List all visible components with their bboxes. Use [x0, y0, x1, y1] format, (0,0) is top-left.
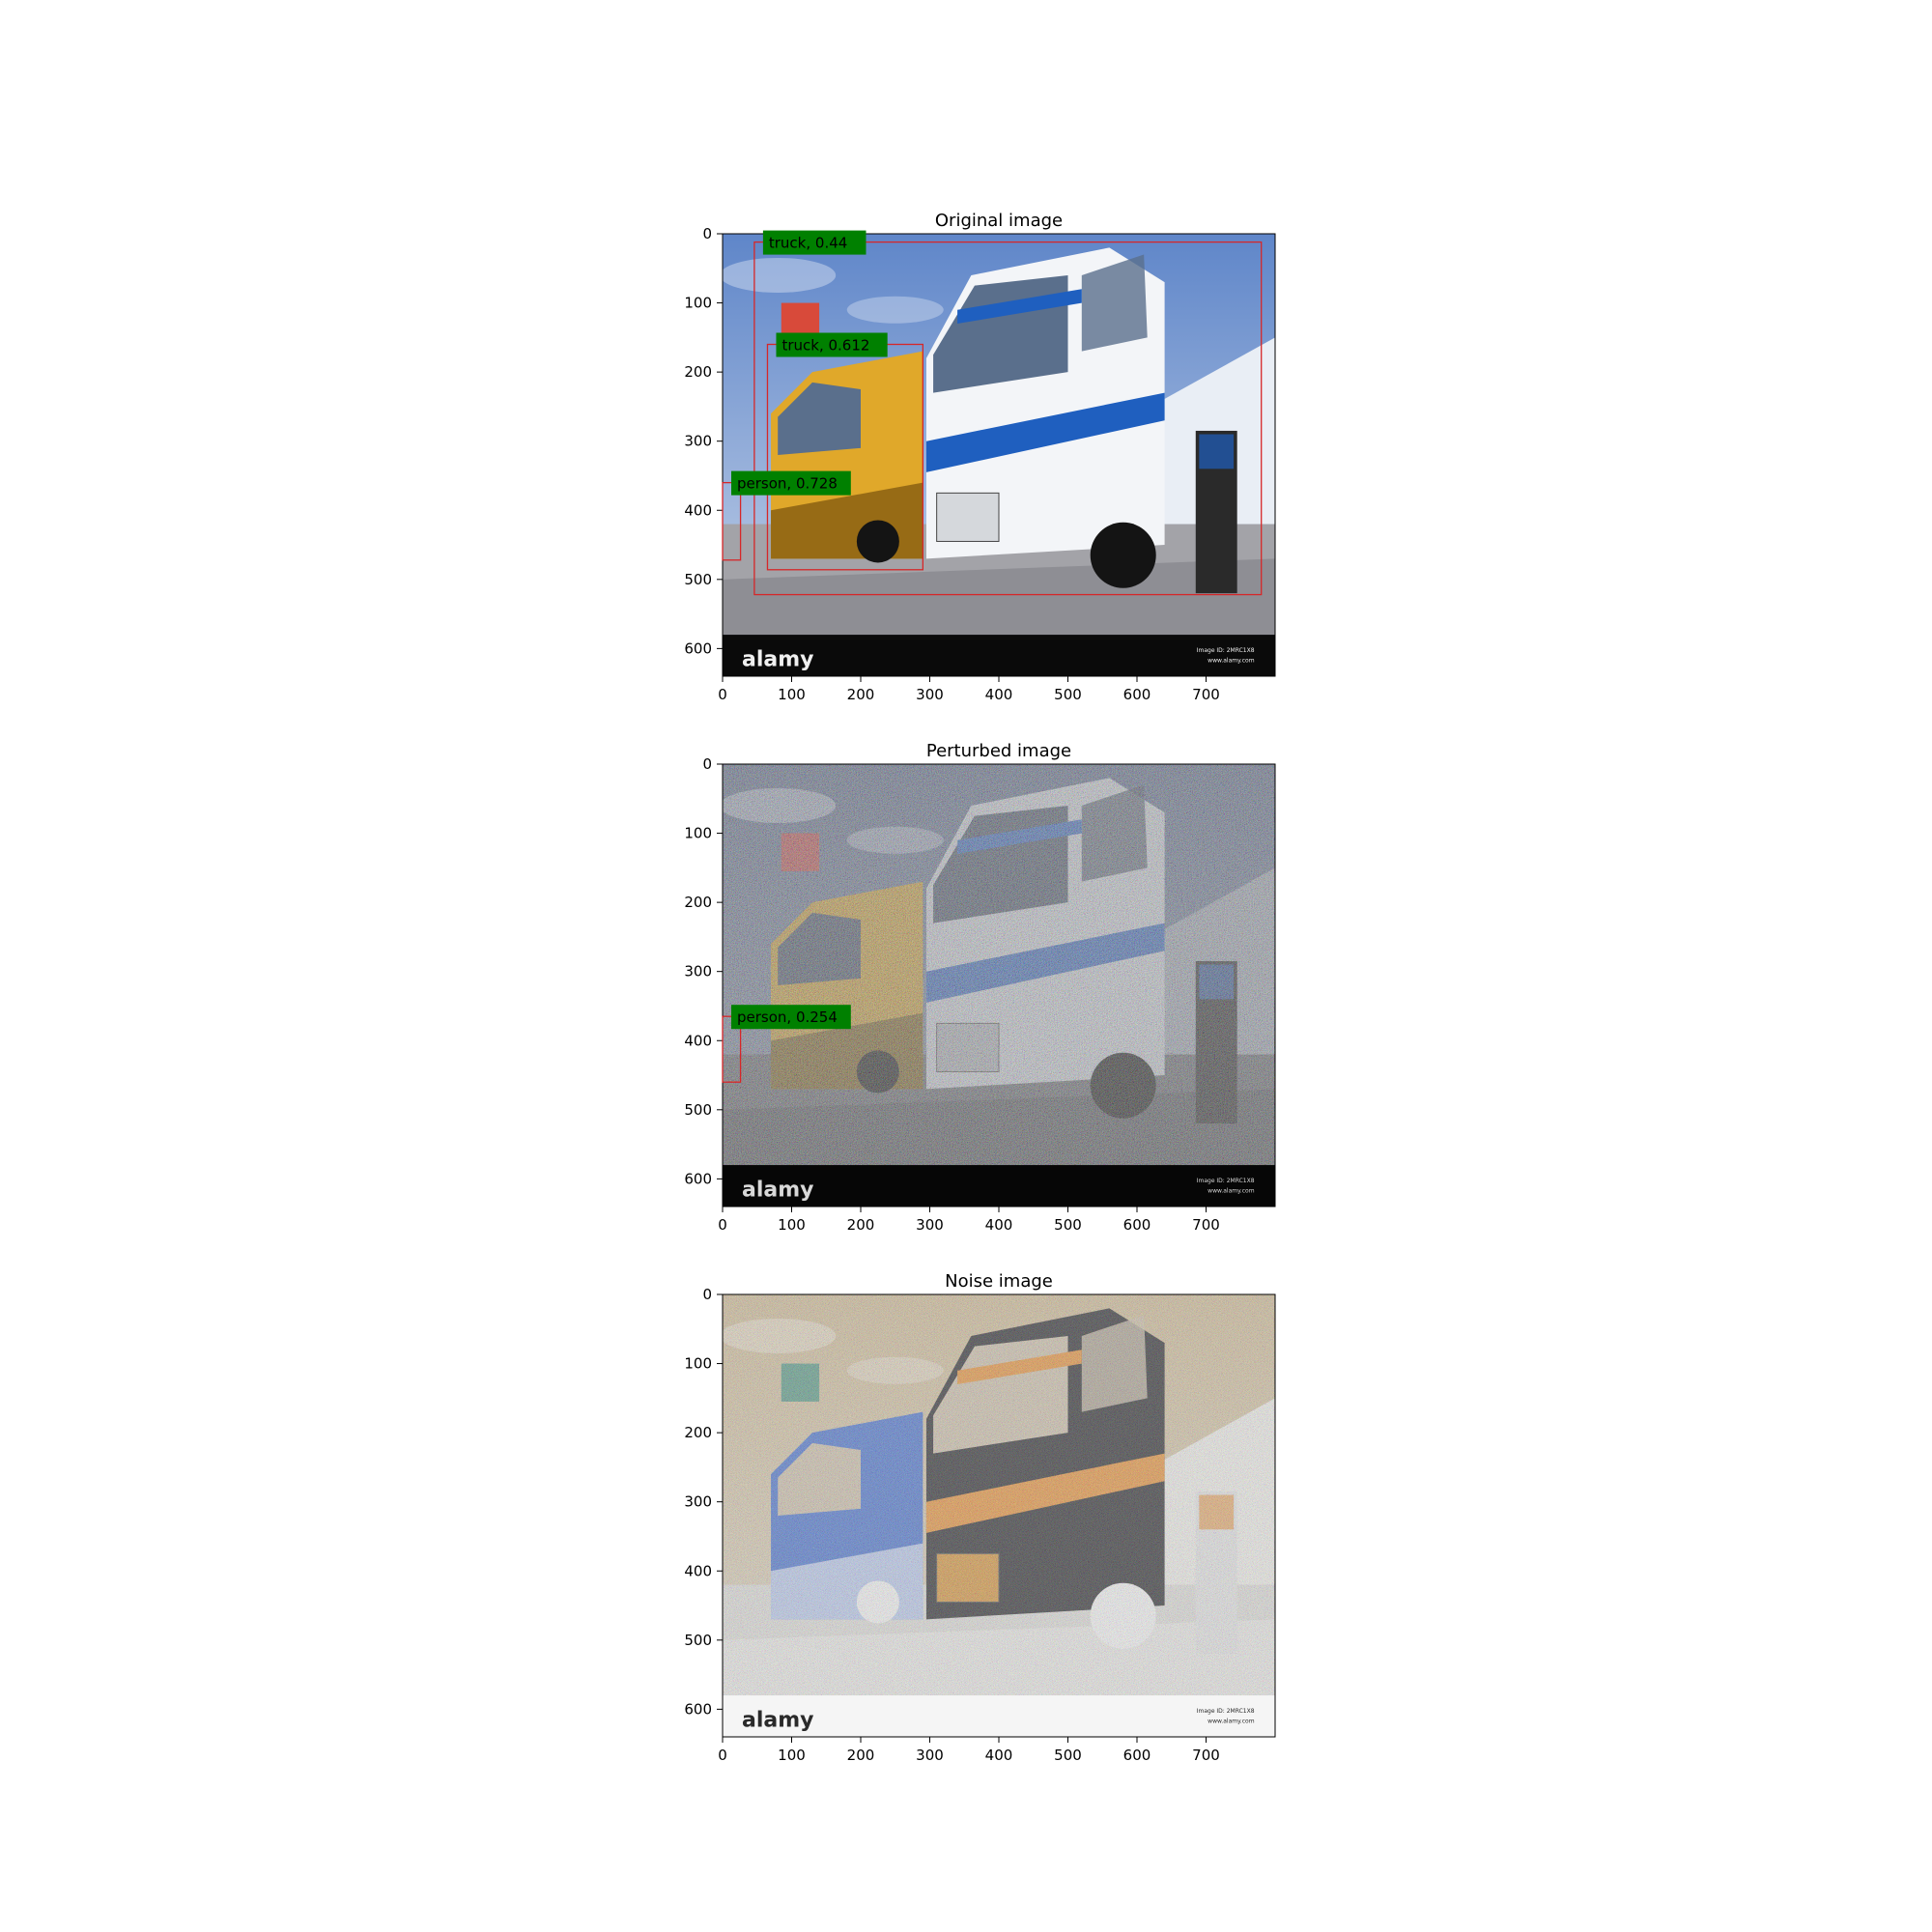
y-tick-label: 600	[684, 1170, 712, 1187]
y-tick-label: 600	[684, 1700, 712, 1718]
detection-person: person, 0.728	[722, 470, 851, 561]
detection-label-bg	[762, 230, 867, 255]
x-tick-label: 300	[916, 1216, 944, 1234]
x-tick-label: 400	[985, 686, 1013, 703]
x-tick-label: 500	[1054, 686, 1082, 703]
x-tick-label: 400	[985, 1747, 1013, 1764]
cloud	[723, 257, 837, 293]
white-truck-side-window	[1081, 254, 1148, 352]
detection-truck: truck, 0.44	[753, 230, 1263, 596]
watermark-band	[723, 635, 1275, 676]
image-panel: Perturbed image alamy Image ID: 2MRC1X8 www…	[684, 741, 1276, 1234]
image-panel: Noise image alamy Image ID: 2MRC1X8 www.ala…	[684, 1271, 1276, 1764]
white-truck-grille	[936, 492, 1000, 542]
y-tick-label: 200	[684, 363, 712, 381]
y-tick-label: 300	[684, 963, 712, 980]
watermark-url: www.alamy.com	[1208, 1719, 1255, 1725]
x-tick-label: 200	[847, 1747, 875, 1764]
panel-title: Perturbed image	[926, 741, 1071, 761]
x-tick-label: 200	[847, 1216, 875, 1234]
y-tick-label: 0	[702, 755, 712, 773]
watermark-url: www.alamy.com	[1208, 658, 1255, 665]
x-tick-label: 400	[985, 1216, 1013, 1234]
y-tick-label: 400	[684, 1032, 712, 1049]
detection-label-bg	[731, 470, 851, 496]
x-tick-label: 0	[718, 1216, 727, 1234]
photo: alamy Image ID: 2MRC1X8 www.alamy.com	[723, 234, 1275, 676]
bounding-box	[753, 241, 1263, 596]
white-truck-visor	[957, 289, 1082, 325]
photo: alamy Image ID: 2MRC1X8 www.alamy.com	[723, 1294, 1275, 1737]
y-tick-label: 100	[684, 1355, 712, 1373]
yellow-truck-wheel	[856, 520, 899, 563]
x-tick-label: 600	[1123, 1747, 1151, 1764]
y-tick-label: 500	[684, 571, 712, 588]
x-tick-label: 500	[1054, 1747, 1082, 1764]
x-tick-label: 0	[718, 1747, 727, 1764]
x-tick-label: 100	[778, 1747, 806, 1764]
watermark-band	[723, 1695, 1275, 1737]
x-tick-label: 500	[1054, 1216, 1082, 1234]
yellow-truck-windshield	[778, 382, 861, 455]
kiosk-screen	[1199, 434, 1235, 469]
y-tick-label: 200	[684, 894, 712, 911]
photo: alamy Image ID: 2MRC1X8 www.alamy.com	[723, 764, 1275, 1207]
x-tick-label: 700	[1192, 686, 1220, 703]
x-tick-label: 700	[1192, 1747, 1220, 1764]
watermark-brand: alamy	[742, 647, 814, 671]
white-truck-stripe	[925, 392, 1165, 472]
detection-truck: truck, 0.612	[766, 332, 923, 571]
y-tick-label: 600	[684, 639, 712, 657]
x-tick-label: 100	[778, 686, 806, 703]
y-tick-label: 100	[684, 825, 712, 842]
detection-label: truck, 0.44	[769, 235, 847, 252]
x-tick-label: 300	[916, 686, 944, 703]
y-tick-label: 400	[684, 501, 712, 519]
y-tick-label: 400	[684, 1562, 712, 1579]
watermark-url: www.alamy.com	[1208, 1188, 1255, 1195]
detection-label-bg	[731, 1005, 851, 1030]
watermark-brand: alamy	[742, 1178, 814, 1202]
watermark-image-id: Image ID: 2MRC1X8	[1197, 1708, 1255, 1715]
x-tick-label: 0	[718, 686, 727, 703]
x-tick-label: 200	[847, 686, 875, 703]
y-tick-label: 300	[684, 1493, 712, 1511]
y-tick-label: 0	[702, 1286, 712, 1303]
noise-grain	[723, 1294, 1275, 1696]
watermark-brand: alamy	[742, 1708, 814, 1732]
x-tick-label: 300	[916, 1747, 944, 1764]
detection-label-bg	[776, 332, 888, 357]
y-tick-label: 300	[684, 433, 712, 450]
detection-person: person, 0.254	[722, 1005, 851, 1083]
y-tick-label: 500	[684, 1632, 712, 1649]
detection-label: person, 0.254	[737, 1009, 838, 1026]
panel-title: Original image	[935, 211, 1063, 231]
watermark-band	[723, 1165, 1275, 1207]
watermark-image-id: Image ID: 2MRC1X8	[1197, 647, 1255, 654]
y-tick-label: 200	[684, 1424, 712, 1441]
noise-grain	[723, 764, 1275, 1166]
x-tick-label: 600	[1123, 1216, 1151, 1234]
cloud	[846, 296, 944, 324]
y-tick-label: 500	[684, 1101, 712, 1119]
image-panel: Original image alamy Image ID: 2MRC1X8 www.…	[684, 211, 1276, 703]
watermark-image-id: Image ID: 2MRC1X8	[1197, 1178, 1255, 1184]
panel-title: Noise image	[945, 1271, 1053, 1292]
white-truck-wheel	[1090, 522, 1156, 588]
detection-label: truck, 0.612	[781, 337, 869, 355]
y-tick-label: 0	[702, 225, 712, 242]
x-tick-label: 600	[1123, 686, 1151, 703]
x-tick-label: 700	[1192, 1216, 1220, 1234]
x-tick-label: 100	[778, 1216, 806, 1234]
detection-label: person, 0.728	[737, 475, 838, 493]
y-tick-label: 100	[684, 295, 712, 312]
